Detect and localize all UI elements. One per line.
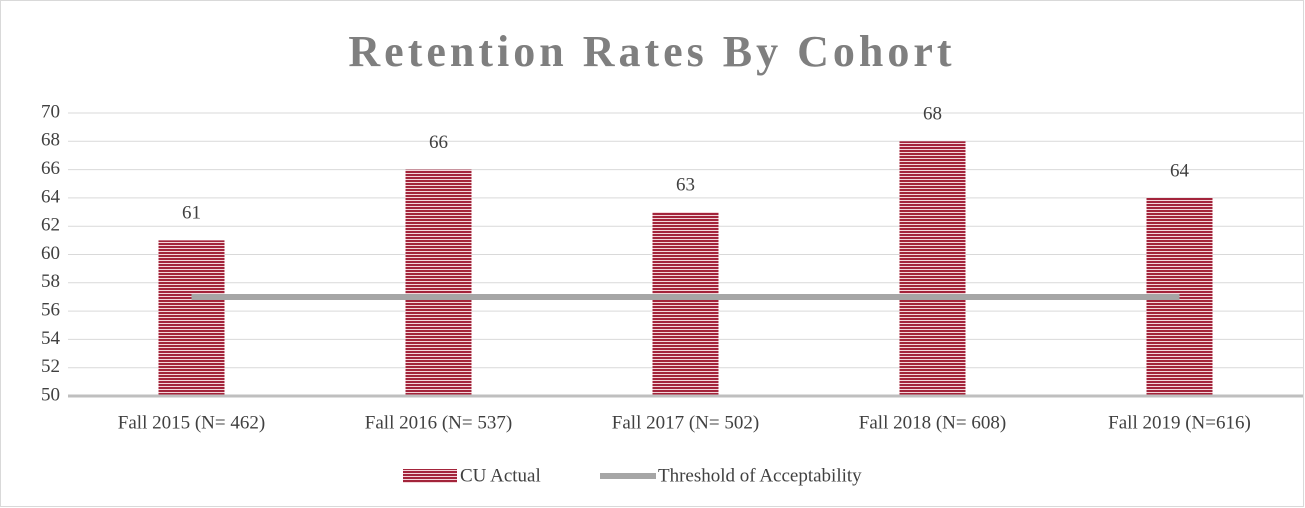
- y-tick-label: 64: [41, 186, 61, 207]
- y-tick-label: 52: [41, 356, 60, 377]
- data-label: 63: [676, 174, 695, 195]
- y-tick-label: 50: [41, 384, 60, 405]
- data-label: 61: [182, 203, 201, 224]
- x-tick-label: Fall 2015 (N= 462): [118, 412, 265, 433]
- y-tick-label: 66: [41, 158, 60, 179]
- chart-title: Retention Rates By Cohort: [348, 27, 955, 76]
- y-tick-label: 62: [41, 215, 60, 236]
- x-tick-label: Fall 2019 (N=616): [1108, 412, 1251, 433]
- legend-label: CU Actual: [460, 465, 541, 486]
- data-label: 64: [1170, 160, 1190, 181]
- x-tick-label: Fall 2017 (N= 502): [612, 412, 759, 433]
- y-tick-label: 60: [41, 243, 60, 264]
- y-tick-label: 58: [41, 271, 60, 292]
- bar: [652, 212, 719, 396]
- y-tick-label: 54: [41, 328, 61, 349]
- data-label: 68: [923, 104, 942, 125]
- y-tick-label: 70: [41, 101, 60, 122]
- legend-label: Threshold of Acceptability: [658, 465, 862, 486]
- bar: [405, 169, 472, 396]
- x-tick-label: Fall 2016 (N= 537): [365, 412, 512, 433]
- bar: [899, 141, 966, 396]
- bar: [158, 240, 225, 396]
- x-tick-label: Fall 2018 (N= 608): [859, 412, 1006, 433]
- data-label: 66: [429, 132, 448, 153]
- legend-swatch: [403, 469, 457, 483]
- y-tick-label: 68: [41, 130, 60, 151]
- y-tick-label: 56: [41, 299, 60, 320]
